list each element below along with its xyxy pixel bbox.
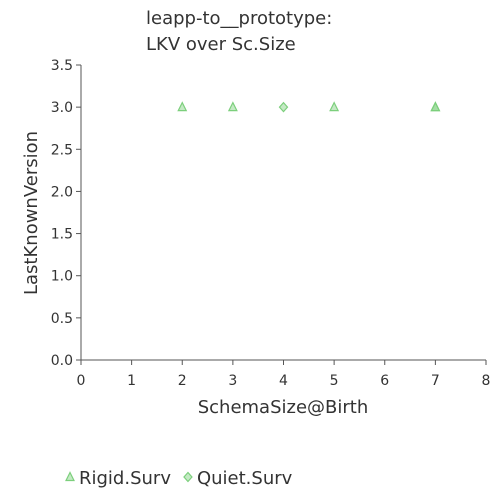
legend: Rigid.Surv Quiet.Surv (65, 468, 293, 489)
x-tick-label: 5 (330, 373, 339, 389)
x-tick-label: 8 (482, 373, 491, 389)
data-point-rigid-surv (329, 101, 340, 112)
y-tick-label: 1.0 (51, 269, 73, 285)
x-tick-label: 4 (279, 373, 288, 389)
legend-marker-rigid-surv (65, 471, 75, 482)
x-tick-label: 2 (178, 373, 187, 389)
x-tick-label: 1 (127, 373, 136, 389)
y-tick-label: 0.0 (51, 353, 73, 369)
chart-title: leapp-to__prototype: LKV over Sc.Size (146, 8, 332, 55)
x-tick-label: 7 (431, 373, 440, 389)
legend-marker-quiet-surv (183, 471, 193, 483)
legend-label: Quiet.Surv (197, 468, 293, 489)
y-tick-label: 0.5 (51, 311, 73, 327)
x-tick-label: 3 (228, 373, 237, 389)
y-tick-label: 2.5 (51, 142, 73, 158)
data-point-rigid-surv (177, 101, 188, 112)
y-tick-label: 3.5 (51, 58, 73, 74)
title-line-1: leapp-to__prototype: (146, 8, 332, 29)
plot-axes: 0.0 0.5 1.0 1.5 2.0 2.5 3.0 3.5 0 1 2 3 4 5 6 7 8 (51, 58, 491, 389)
x-tick-label: 6 (380, 373, 389, 389)
y-tick-label: 3.0 (51, 100, 73, 116)
y-tick-label: 2.0 (51, 184, 73, 200)
data-point-rigid-surv (227, 101, 238, 112)
data-point-quiet-surv (278, 101, 289, 113)
x-tick-label: 0 (77, 373, 86, 389)
plot-points (177, 101, 441, 113)
x-axis-label: SchemaSize@Birth (198, 397, 369, 418)
title-line-2: LKV over Sc.Size (146, 34, 296, 55)
y-axis-label: LastKnownVersion (21, 131, 42, 295)
legend-label: Rigid.Surv (79, 468, 171, 489)
y-tick-label: 1.5 (51, 227, 73, 243)
data-point-rigid-surv (430, 101, 441, 112)
